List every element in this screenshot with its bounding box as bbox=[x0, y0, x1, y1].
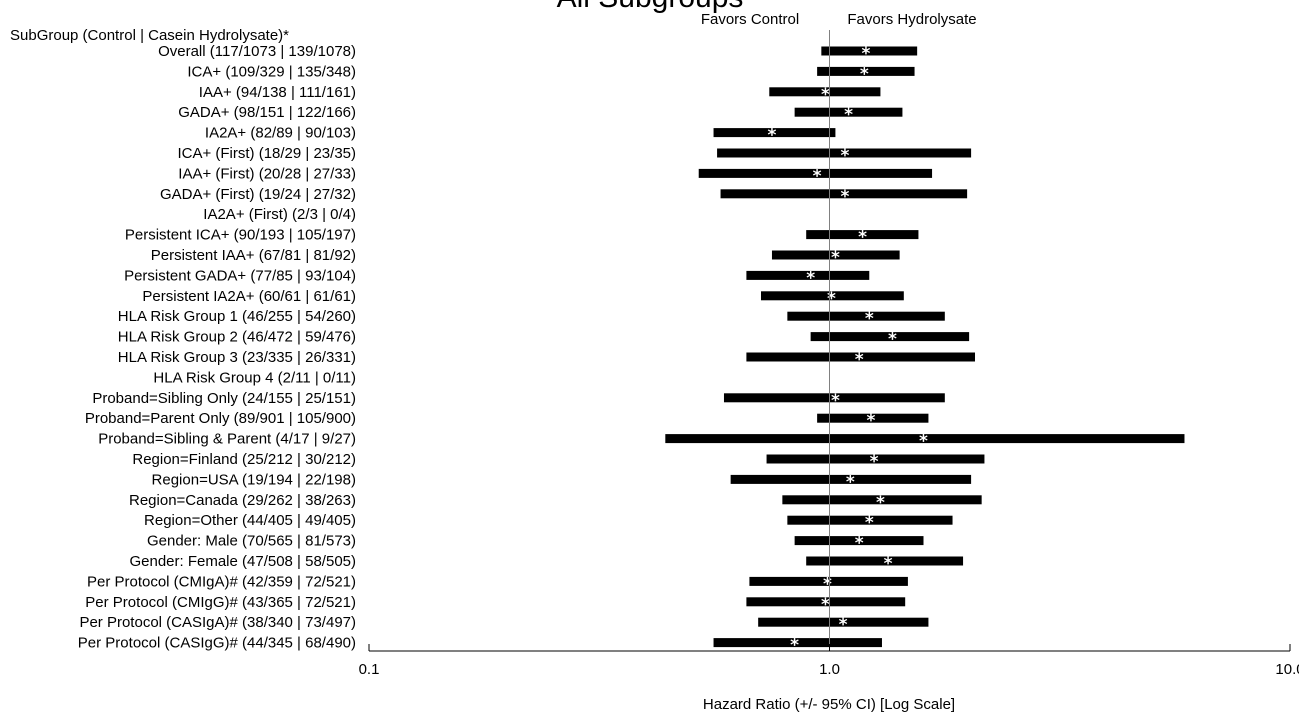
ci-bar bbox=[794, 536, 924, 546]
ci-bar bbox=[806, 230, 919, 240]
row-label: Region=Other (44/405 | 49/405) bbox=[144, 512, 356, 529]
ci-bar bbox=[746, 270, 870, 280]
ci-bar bbox=[769, 87, 881, 97]
row-label: Proband=Sibling & Parent (4/17 | 9/27) bbox=[98, 431, 356, 448]
row-label: Persistent ICA+ (90/193 | 105/197) bbox=[125, 227, 356, 244]
row-label: ICA+ (109/329 | 135/348) bbox=[187, 63, 356, 80]
x-axis-label: Hazard Ratio (+/- 95% CI) [Log Scale] bbox=[703, 696, 955, 713]
hr-point-marker: * bbox=[846, 472, 855, 492]
row-label: HLA Risk Group 4 (2/11 | 0/11) bbox=[153, 369, 356, 386]
favors-hydrolysate-label: Favors Hydrolysate bbox=[847, 11, 976, 28]
ci-bar bbox=[810, 332, 970, 342]
row-label: Per Protocol (CMIgG)# (43/365 | 72/521) bbox=[85, 594, 356, 611]
row-label: HLA Risk Group 2 (46/472 | 59/476) bbox=[118, 329, 356, 346]
row-label: Gender: Male (70/565 | 81/573) bbox=[147, 533, 356, 550]
hr-point-marker: * bbox=[866, 411, 875, 431]
ci-bar bbox=[766, 454, 985, 464]
ci-bar bbox=[787, 311, 945, 321]
row-label: IAA+ (94/138 | 111/161) bbox=[199, 84, 356, 101]
hr-point-marker: * bbox=[865, 513, 874, 533]
hr-point-marker: * bbox=[884, 554, 893, 574]
ci-bar bbox=[782, 495, 982, 505]
row-label: GADA+ (98/151 | 122/166) bbox=[178, 104, 356, 121]
hr-point-marker: * bbox=[827, 289, 836, 309]
ci-bar bbox=[730, 474, 972, 484]
hr-point-marker: * bbox=[858, 228, 867, 248]
ci-bar bbox=[817, 66, 915, 76]
ci-bar bbox=[787, 515, 953, 525]
rows-group: Overall (117/1073 | 139/1078) * ICA+ (109/… bbox=[78, 43, 1185, 656]
row-label: Per Protocol (CMIgA)# (42/359 | 72/521) bbox=[87, 573, 356, 590]
row-label: IAA+ (First) (20/28 | 27/33) bbox=[178, 165, 356, 182]
ci-bar bbox=[821, 46, 918, 56]
ci-bar bbox=[698, 168, 933, 178]
hr-point-marker: * bbox=[768, 126, 777, 146]
hr-point-marker: * bbox=[839, 615, 848, 635]
subgroup-header: SubGroup (Control | Casein Hydrolysate)* bbox=[10, 27, 289, 44]
hr-point-marker: * bbox=[821, 595, 830, 615]
x-tick-label: 10.0 bbox=[1275, 661, 1299, 678]
hr-point-marker: * bbox=[806, 268, 815, 288]
x-tick-label: 1.0 bbox=[819, 661, 840, 678]
x-axis: 0.1 1.0 10.0 bbox=[359, 30, 1299, 678]
row-label: HLA Risk Group 3 (23/335 | 26/331) bbox=[118, 349, 356, 366]
hr-point-marker: * bbox=[870, 452, 879, 472]
ci-bar bbox=[665, 434, 1185, 444]
row-label: HLA Risk Group 1 (46/255 | 54/260) bbox=[118, 308, 356, 325]
hr-point-marker: * bbox=[888, 330, 897, 350]
row-label: Region=USA (19/194 | 22/198) bbox=[152, 471, 356, 488]
ci-bar bbox=[817, 413, 929, 423]
row-label: IA2A+ (First) (2/3 | 0/4) bbox=[203, 206, 356, 223]
row-label: IA2A+ (82/89 | 90/103) bbox=[205, 125, 356, 142]
ci-bar bbox=[723, 393, 945, 403]
hr-point-marker: * bbox=[840, 187, 849, 207]
hr-point-marker: * bbox=[840, 146, 849, 166]
row-label: GADA+ (First) (19/24 | 27/32) bbox=[160, 186, 356, 203]
favors-control-label: Favors Control bbox=[701, 11, 799, 28]
hr-point-marker: * bbox=[860, 64, 869, 84]
hr-point-marker: * bbox=[831, 248, 840, 268]
row-label: ICA+ (First) (18/29 | 23/35) bbox=[177, 145, 356, 162]
ci-bar bbox=[746, 597, 906, 607]
x-tick-label: 0.1 bbox=[359, 661, 380, 678]
ci-bar bbox=[794, 107, 903, 117]
hr-point-marker: * bbox=[790, 636, 799, 656]
hr-point-marker: * bbox=[831, 391, 840, 411]
row-label: Region=Finland (25/212 | 30/212) bbox=[132, 451, 356, 468]
hr-point-marker: * bbox=[844, 105, 853, 125]
row-label: Persistent IA2A+ (60/61 | 61/61) bbox=[142, 288, 356, 305]
hr-point-marker: * bbox=[855, 534, 864, 554]
row-label: Per Protocol (CASIgA)# (38/340 | 73/497) bbox=[79, 614, 356, 631]
row-label: Gender: Female (47/508 | 58/505) bbox=[129, 553, 356, 570]
row-label: Region=Canada (29/262 | 38/263) bbox=[129, 492, 356, 509]
ci-bar bbox=[717, 148, 972, 158]
hr-point-marker: * bbox=[919, 432, 928, 452]
hr-point-marker: * bbox=[813, 166, 822, 186]
row-label: Persistent IAA+ (67/81 | 81/92) bbox=[151, 247, 356, 264]
chart-title: All Subgroups bbox=[557, 0, 744, 14]
ci-bar bbox=[771, 250, 900, 260]
ci-bar bbox=[806, 556, 964, 566]
row-label: Persistent GADA+ (77/85 | 93/104) bbox=[124, 267, 356, 284]
hr-point-marker: * bbox=[821, 85, 830, 105]
hr-point-marker: * bbox=[823, 574, 832, 594]
hr-point-marker: * bbox=[865, 309, 874, 329]
ci-bar bbox=[746, 352, 976, 362]
ci-bar bbox=[720, 189, 968, 199]
ci-bar bbox=[713, 638, 882, 648]
row-label: Per Protocol (CASIgG)# (44/345 | 68/490) bbox=[78, 635, 356, 652]
hr-point-marker: * bbox=[855, 350, 864, 370]
ci-bar bbox=[713, 128, 836, 138]
hr-point-marker: * bbox=[876, 493, 885, 513]
ci-bar bbox=[749, 576, 908, 586]
ci-bar bbox=[758, 617, 929, 627]
row-label: Overall (117/1073 | 139/1078) bbox=[158, 43, 356, 60]
ci-bar bbox=[761, 291, 904, 301]
row-label: Proband=Sibling Only (24/155 | 25/151) bbox=[92, 390, 356, 407]
row-label: Proband=Parent Only (89/901 | 105/900) bbox=[85, 410, 356, 427]
hr-point-marker: * bbox=[862, 44, 871, 64]
